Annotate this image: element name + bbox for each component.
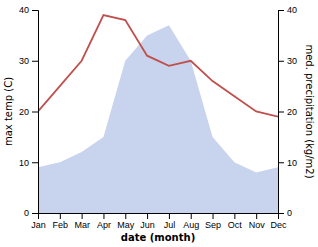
tick-mark [278, 61, 284, 62]
tick-label: 20 [19, 107, 29, 117]
axis-line [32, 11, 39, 214]
tick-label: Nov [249, 220, 266, 230]
tick: 40 [278, 5, 297, 15]
tick-mark [125, 213, 126, 219]
x-axis-title: date (month) [121, 232, 195, 243]
tick: Jul [164, 213, 176, 230]
tick-label: 40 [19, 5, 29, 15]
tick: May [117, 213, 135, 230]
tick-label: 10 [19, 158, 29, 168]
tick-mark [32, 162, 38, 163]
x-axis: Jan Feb Mar Apr May Jun Jul Aug Sep Oct Nov Dec [31, 213, 287, 230]
y-axis: 0 10 20 30 40 [19, 5, 39, 218]
tick-mark [256, 213, 257, 219]
tick-mark [103, 213, 104, 219]
chart: JanFebMarAprMayJunJulAugSepOctNovDec0102… [0, 0, 318, 247]
tick: Dec [270, 213, 287, 230]
tick-label: Mar [74, 220, 90, 230]
tick-label: 30 [287, 56, 297, 66]
tick-mark [278, 10, 284, 11]
y-axis-title: max temp (C) [3, 77, 14, 146]
tick-mark [82, 213, 83, 219]
tick: Aug [183, 213, 199, 230]
axis-line [39, 214, 279, 220]
tick-label: 0 [24, 208, 29, 218]
tick-label: 0 [287, 208, 292, 218]
tick-mark [278, 213, 284, 214]
marks [38, 15, 278, 213]
tick-label: Sep [205, 220, 221, 230]
axis-line [279, 11, 285, 214]
area [38, 25, 278, 213]
tick: Jun [140, 213, 155, 230]
tick-mark [147, 213, 148, 219]
tick-mark [60, 213, 61, 219]
tick: 0 [24, 208, 38, 218]
tick: Sep [205, 213, 221, 230]
tick: 10 [19, 158, 38, 168]
tick: Nov [249, 213, 266, 230]
tick-label: Jun [140, 220, 155, 230]
tick-mark [213, 213, 214, 219]
tick-label: Aug [183, 220, 199, 230]
line [38, 15, 278, 117]
tick: 30 [278, 56, 297, 66]
tick-label: Apr [97, 220, 111, 230]
tick-mark [278, 162, 284, 163]
tick: 20 [19, 107, 38, 117]
tick-label: 10 [287, 158, 297, 168]
y2-axis: 0 10 20 30 40 [278, 5, 297, 218]
tick: 0 [278, 208, 292, 218]
tick: Jan [31, 213, 46, 230]
tick-label: Feb [53, 220, 69, 230]
tick-label: 40 [287, 5, 297, 15]
tick: 10 [278, 158, 297, 168]
tick-mark [169, 213, 170, 219]
tick-mark [234, 213, 235, 219]
tick-label: Jul [164, 220, 176, 230]
tick-mark [278, 112, 284, 113]
tick-label: 30 [19, 56, 29, 66]
tick-label: 20 [287, 107, 297, 117]
tick: Apr [97, 213, 111, 230]
tick-label: Oct [228, 220, 243, 230]
tick-mark [32, 112, 38, 113]
tick: 20 [278, 107, 297, 117]
tick-mark [32, 213, 38, 214]
tick-mark [32, 61, 38, 62]
tick: Oct [228, 213, 243, 230]
tick-label: May [117, 220, 135, 230]
tick-mark [191, 213, 192, 219]
tick-label: Jan [31, 220, 46, 230]
plot: JanFebMarAprMayJunJulAugSepOctNovDec0102… [3, 5, 315, 243]
tick: 40 [19, 5, 38, 15]
tick-label: Dec [270, 220, 287, 230]
y2-axis-title: med. precipitation (kg/m2) [304, 44, 315, 178]
tick-mark [32, 10, 38, 11]
tick: 30 [19, 56, 38, 66]
tick: Mar [74, 213, 90, 230]
tick: Feb [53, 213, 69, 230]
